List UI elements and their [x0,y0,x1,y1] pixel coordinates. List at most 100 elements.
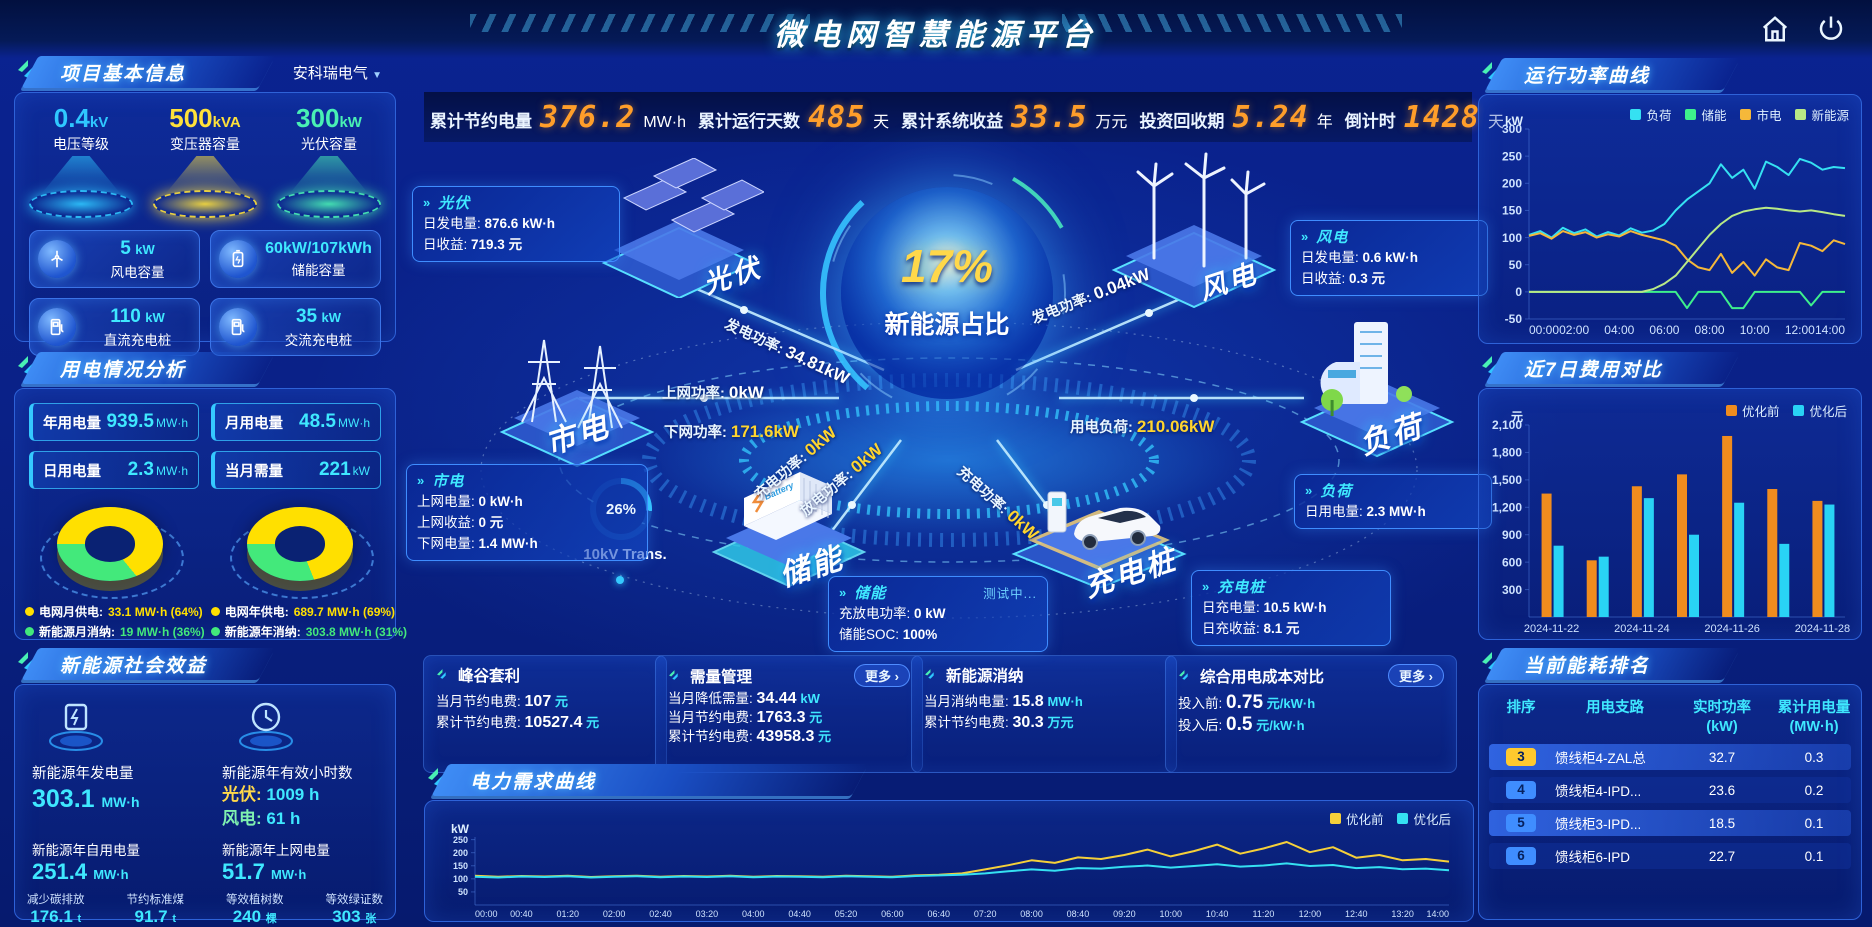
card-ac-charger: 35 kW 交流充电桩 [210,298,381,356]
solar-panels-icon [601,157,766,300]
svg-text:00:00: 00:00 [475,909,498,919]
benefit-trees: 等效植树数 240 棵 [226,894,284,926]
panel-corner-icon [437,669,446,679]
panel-cost-compare: 近7日费用对比 优化前 优化后 元 300 600 900 1,200 1,500 1,800… [1478,352,1862,640]
svg-text:06:00: 06:00 [1649,323,1679,337]
svg-text:02:40: 02:40 [649,909,672,919]
svg-text:150: 150 [1502,204,1522,218]
pedestal-base [153,190,257,218]
company-select[interactable]: 安科瑞电气 ▼ [292,65,382,82]
panel-ranking: 当前能耗排名 排序 用电支路 实时功率 (kW) 累计用电量 (MW·h) 3 馈线… [1478,648,1862,920]
svg-text:-50: -50 [1505,312,1523,326]
legend-swatch [1329,813,1341,824]
card-storage-capacity: 60kW/107kWh 储能容量 [210,230,381,288]
donut-chart-month [57,507,163,581]
wind-node[interactable]: 风电 [1104,148,1284,313]
legend-grid-year: 电网年供电: 689.7 MW·h (69%) [210,603,407,620]
ranking-row[interactable]: 4 馈线柜4-IPD... 23.6 0.2 [1489,777,1851,803]
svg-text:10:00: 10:00 [1740,323,1770,337]
svg-text:14:00: 14:00 [1426,909,1449,919]
stat-saved-energy: 累计节约电量 376.2 MW·h [430,99,686,135]
chevron-right-icon: » [417,473,426,488]
svg-text:900: 900 [1502,528,1522,542]
legend-item[interactable]: 优化后 [1397,809,1451,828]
svg-text:10:40: 10:40 [1206,909,1229,919]
svg-text:12:00: 12:00 [1299,909,1322,919]
battery-icon [219,240,257,278]
svg-text:300: 300 [1502,583,1522,597]
panel-title: 新能源社会效益 [60,656,208,677]
ranking-row[interactable]: 6 馈线柜6-IPD 22.7 0.1 [1489,843,1851,869]
svg-text:kW: kW [451,823,470,836]
storage-status: 测试中... [983,587,1037,601]
card-peak-valley: 峰谷套利 当月节约电费: 107 元 累计节约电费: 10527.4 元 [423,655,667,773]
legend-swatch [1795,109,1807,120]
grid-node[interactable]: 市电 [492,318,662,473]
chevron-right-icon: » [1305,483,1314,498]
ranking-row[interactable]: 5 馈线柜3-IPD... 18.5 0.1 [1489,810,1851,836]
pedestal-pv-capacity: 300kW 光伏容量 [270,103,388,218]
load-node[interactable]: 负荷 [1292,308,1462,463]
svg-text:12:40: 12:40 [1345,909,1368,919]
demand-curve-chart: kW 50 100 150 200 250 00:00 00:40 01:20 02:00 02:4… [451,823,1450,919]
run-power-legend: 负荷 储能 市电 新能源 [1630,105,1849,124]
legend-swatch [1630,109,1642,120]
wind-turbines-icon [1111,152,1277,309]
top-header-band [0,0,1872,58]
legend-item[interactable]: 储能 [1685,105,1726,124]
benefit-coal: 节约标准煤 91.7 t [126,894,185,926]
svg-text:08:00: 08:00 [1020,909,1043,919]
flow-to-grid-power: 上网功率: 0kW [662,383,764,402]
home-icon[interactable] [1760,14,1790,44]
power-icon[interactable] [1816,14,1846,44]
svg-text:00:40: 00:40 [510,909,533,919]
svg-text:50: 50 [458,887,468,897]
pv-node[interactable]: 光伏 [594,157,766,303]
svg-text:0: 0 [1515,285,1522,299]
panel-project-info: 项目基本信息 安科瑞电气 ▼ 0.4kV 电压等级 500kVA 变压器容量 [14,56,396,356]
pedestal-base [277,190,381,218]
pedestal-voltage: 0.4kV 电压等级 [22,103,140,218]
legend-item[interactable]: 优化前 [1329,809,1383,828]
renewable-percent-label: 新能源占比 [884,311,1010,339]
legend-item[interactable]: 优化前 [1725,401,1779,420]
chevron-right-icon: » [1301,229,1310,244]
wind-turbine-icon [38,240,76,278]
card-wind-capacity: 5 kW 风电容量 [29,230,200,288]
svg-text:1,800: 1,800 [1492,446,1522,460]
more-button[interactable]: 更多 › [854,664,910,687]
center-sphere: 17% 新能源占比 [841,187,1053,399]
storage-node[interactable]: Battery 储能 [704,438,874,593]
grid-info-box: » 市电 上网电量: 0 kW·h 上网收益: 0 元 下网电量: 1.4 MW·… [406,464,648,561]
svg-text:06:40: 06:40 [928,909,951,919]
cost-compare-legend: 优化前 优化后 [1725,401,1847,420]
legend-item[interactable]: 负荷 [1630,105,1671,124]
legend-item[interactable]: 新能源 [1795,105,1849,124]
more-button[interactable]: 更多 › [1388,664,1444,687]
charger-node[interactable]: 充电桩 [1004,438,1194,604]
benefit-generation: 新能源年发电量 303.1 MW·h [18,695,202,831]
donut-chart-year [247,507,353,581]
pedestal-transformer: 500kVA 变压器容量 [146,103,264,218]
svg-text:1,500: 1,500 [1492,473,1522,487]
load-info-box: » 负荷 日用电量: 2.3 MW·h [1294,474,1492,529]
benefit-certs: 等效绿证数 303 张 [325,894,384,926]
power-towers-icon [499,339,655,468]
ranking-row[interactable]: 3 馈线柜4-ZAL总 32.7 0.3 [1489,744,1851,770]
stat-payback-period: 投资回收期 5.24 年 [1139,99,1333,135]
svg-text:100: 100 [1502,231,1522,245]
svg-text:300: 300 [1502,122,1522,136]
card-cost-compare: 综合用电成本对比 更多 › 投入前: 0.75 元/kW·h 投入后: 0.5 元… [1165,655,1457,773]
legend-swatch [1397,813,1409,824]
gauge-dot [616,576,624,584]
svg-text:2024-11-24: 2024-11-24 [1614,623,1669,635]
legend-item[interactable]: 市电 [1740,105,1781,124]
legend-item[interactable]: 优化后 [1793,401,1847,420]
legend-swatch [1725,405,1737,416]
svg-text:11:20: 11:20 [1253,909,1275,919]
caret-down-icon: ▼ [372,70,382,81]
svg-text:09:20: 09:20 [1113,909,1136,919]
storage-info-box: » 储能 测试中... 充放电功率: 0 kW 储能SOC: 100% [828,576,1048,652]
svg-text:200: 200 [1502,176,1522,190]
